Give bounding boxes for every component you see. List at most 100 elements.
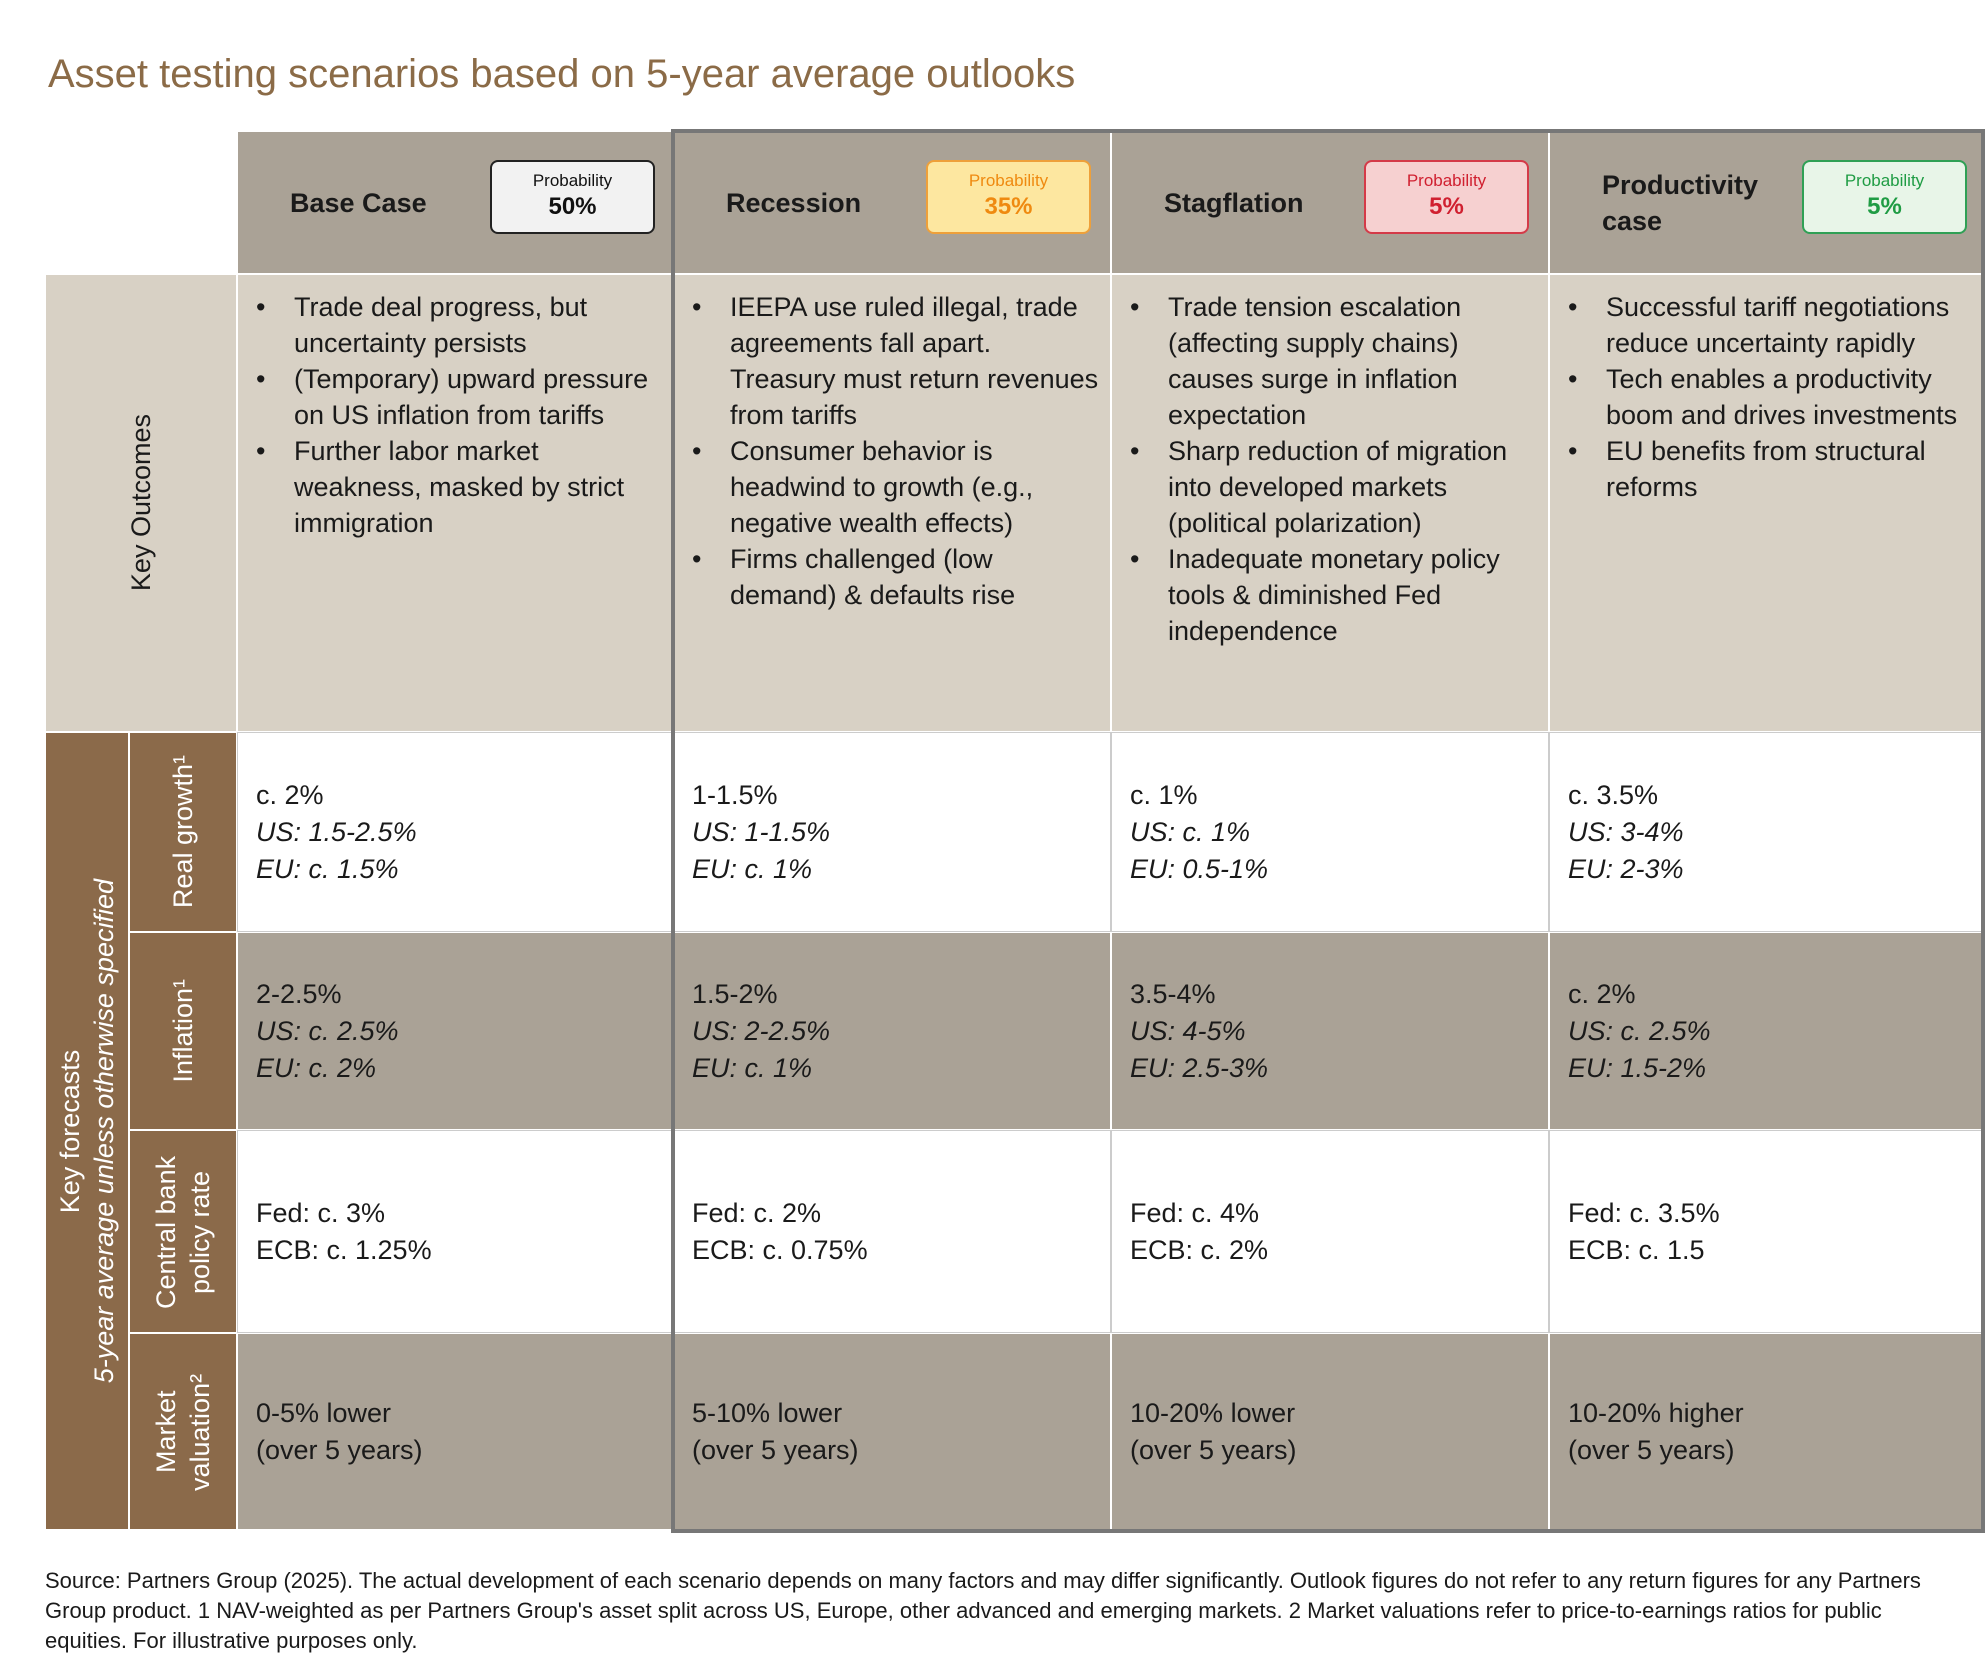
probability-label: Probability (968, 171, 1049, 190)
forecast-text: 0-5% lower (over 5 years) (256, 1334, 664, 1529)
forecasts-sublabel: 5-year average unless otherwise specifie… (89, 878, 119, 1384)
outcome-list: Trade tension escalation (affecting supp… (1130, 289, 1540, 649)
forecast-line: US: c. 2.5% (256, 1015, 399, 1046)
forecast-cell: 3.5-4% US: 4-5% EU: 2.5-3% (1111, 932, 1549, 1130)
forecast-cell: c. 2% US: 1.5-2.5% EU: c. 1.5% (237, 732, 673, 932)
forecast-text: Fed: c. 3% ECB: c. 1.25% (256, 1131, 664, 1332)
scenario-header: Base Case Probability 50% (237, 131, 673, 274)
probability-value: 50% (548, 193, 597, 220)
probability-box: Probability 50% (490, 160, 655, 234)
scenario-name: Base Case (290, 187, 427, 218)
forecast-line: Fed: c. 3% (256, 1197, 386, 1228)
outcome-item: (Temporary) upward pressure on US inflat… (256, 361, 664, 433)
forecast-line: US: 1-1.5% (692, 816, 831, 847)
forecast-line: US: c. 1% (1130, 816, 1251, 847)
forecast-cell: 1-1.5% US: 1-1.5% EU: c. 1% (673, 732, 1111, 932)
forecast-text: 5-10% lower (over 5 years) (692, 1334, 1102, 1529)
outcome-list: Successful tariff negotiations reduce un… (1568, 289, 1974, 505)
row-label-cell: Real growth¹ (129, 732, 237, 932)
scenario-header: Stagflation Probability 5% (1111, 131, 1549, 274)
row-label-cell: Central bank policy rate (129, 1130, 237, 1333)
forecast-line: EU: 2.5-3% (1130, 1052, 1269, 1083)
probability-box: Probability 5% (1802, 160, 1967, 234)
forecast-cell: 5-10% lower (over 5 years) (673, 1333, 1111, 1530)
outcomes-label: Key Outcomes (126, 414, 156, 592)
probability-label: Probability (1406, 171, 1487, 190)
forecast-cell: Fed: c. 3.5% ECB: c. 1.5 (1549, 1130, 1983, 1333)
forecast-line: US: 3-4% (1568, 816, 1684, 847)
forecast-line: ECB: c. 0.75% (692, 1234, 868, 1265)
row-label-cell: Inflation¹ (129, 932, 237, 1130)
forecast-cell: c. 1% US: c. 1% EU: 0.5-1% (1111, 732, 1549, 932)
outcome-item: Trade tension escalation (affecting supp… (1130, 289, 1540, 433)
forecast-cell: 2-2.5% US: c. 2.5% EU: c. 2% (237, 932, 673, 1130)
forecast-line: 5-10% lower (692, 1397, 843, 1428)
forecast-line: ECB: c. 1.5 (1568, 1234, 1705, 1265)
outcome-list: Trade deal progress, but uncertainty per… (256, 289, 664, 541)
forecast-text: 10-20% higher (over 5 years) (1568, 1334, 1974, 1529)
forecast-text: Fed: c. 3.5% ECB: c. 1.5 (1568, 1131, 1974, 1332)
forecast-text: 2-2.5% US: c. 2.5% EU: c. 2% (256, 933, 664, 1129)
outcome-item: EU benefits from structural reforms (1568, 433, 1974, 505)
outcome-item: Tech enables a productivity boom and dri… (1568, 361, 1974, 433)
scenario-name: Stagflation (1164, 187, 1304, 218)
probability-box: Probability 35% (926, 160, 1091, 234)
forecast-line: (over 5 years) (1130, 1434, 1297, 1465)
forecast-text: 10-20% lower (over 5 years) (1130, 1334, 1540, 1529)
forecast-text: Fed: c. 4% ECB: c. 2% (1130, 1131, 1540, 1332)
forecast-line: US: 4-5% (1130, 1015, 1246, 1046)
probability-label: Probability (1844, 171, 1925, 190)
forecast-line: EU: 2-3% (1568, 853, 1684, 884)
outcome-item: Further labor market weakness, masked by… (256, 433, 664, 541)
forecast-text: 3.5-4% US: 4-5% EU: 2.5-3% (1130, 933, 1540, 1129)
forecast-line: 2-2.5% (256, 978, 342, 1009)
scenario-header: Recession Probability 35% (673, 131, 1111, 274)
forecast-line: EU: c. 1% (692, 853, 813, 884)
row-label: Central bank policy rate (151, 1154, 215, 1309)
scenario-name: Productivity case (1602, 169, 1759, 236)
forecast-line: (over 5 years) (1568, 1434, 1735, 1465)
scenario-name: Recession (726, 187, 862, 218)
forecast-cell: Fed: c. 2% ECB: c. 0.75% (673, 1130, 1111, 1333)
forecast-line: 3.5-4% (1130, 978, 1216, 1009)
forecast-cell: c. 2% US: c. 2.5% EU: 1.5-2% (1549, 932, 1983, 1130)
forecasts-label: Key forecasts (55, 1049, 85, 1213)
forecast-line: Fed: c. 2% (692, 1197, 822, 1228)
probability-value: 5% (1429, 193, 1464, 220)
highlight-frame (671, 129, 1985, 1533)
forecast-line: US: 2-2.5% (692, 1015, 831, 1046)
forecast-line: ECB: c. 2% (1130, 1234, 1269, 1265)
row-label: Real growth¹ (168, 755, 198, 909)
forecast-text: c. 2% US: c. 2.5% EU: 1.5-2% (1568, 933, 1974, 1129)
forecast-line: 1.5-2% (692, 978, 778, 1009)
outcomes-cell: Trade tension escalation (affecting supp… (1111, 274, 1549, 732)
forecast-line: EU: 0.5-1% (1130, 853, 1269, 884)
forecast-line: EU: c. 2% (256, 1052, 377, 1083)
outcomes-cell: Trade deal progress, but uncertainty per… (237, 274, 673, 732)
forecast-text: c. 2% US: 1.5-2.5% EU: c. 1.5% (256, 733, 664, 931)
title: Asset testing scenarios based on 5-year … (48, 52, 1076, 96)
forecast-text: 1.5-2% US: 2-2.5% EU: c. 1% (692, 933, 1102, 1129)
forecast-line: 10-20% higher (1568, 1397, 1744, 1428)
forecast-cell: 0-5% lower (over 5 years) (237, 1333, 673, 1530)
scenario-header: Productivity case Probability 5% (1549, 131, 1983, 274)
forecast-cell: c. 3.5% US: 3-4% EU: 2-3% (1549, 732, 1983, 932)
forecast-text: Fed: c. 2% ECB: c. 0.75% (692, 1131, 1102, 1332)
forecast-cell: Fed: c. 4% ECB: c. 2% (1111, 1130, 1549, 1333)
forecast-text: c. 1% US: c. 1% EU: 0.5-1% (1130, 733, 1540, 931)
outcome-item: Consumer behavior is headwind to growth … (692, 433, 1102, 541)
forecast-text: c. 3.5% US: 3-4% EU: 2-3% (1568, 733, 1974, 931)
outcome-list: IEEPA use ruled illegal, trade agreement… (692, 289, 1102, 613)
forecast-line: ECB: c. 1.25% (256, 1234, 432, 1265)
source-note: Source: Partners Group (2025). The actua… (45, 1568, 1921, 1653)
row-label: Inflation¹ (168, 979, 198, 1083)
forecast-cell: 10-20% lower (over 5 years) (1111, 1333, 1549, 1530)
forecast-line: US: c. 2.5% (1568, 1015, 1711, 1046)
forecast-line: EU: c. 1.5% (256, 853, 399, 884)
forecast-line: EU: 1.5-2% (1568, 1052, 1707, 1083)
outcome-item: Successful tariff negotiations reduce un… (1568, 289, 1974, 361)
forecast-line: 0-5% lower (256, 1397, 392, 1428)
forecast-line: c. 2% (1568, 978, 1636, 1009)
probability-value: 5% (1867, 193, 1902, 220)
row-label: Market valuation² (151, 1372, 215, 1491)
